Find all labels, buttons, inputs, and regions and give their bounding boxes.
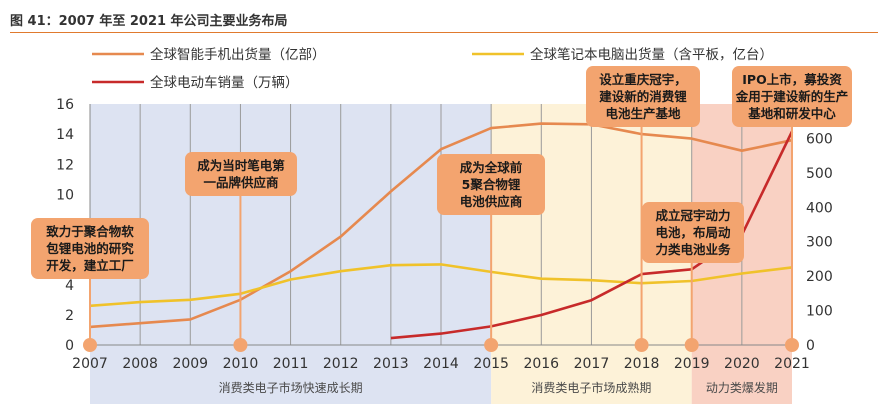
x-tick-2013: 2013 [373,356,409,372]
milestone-markers [83,338,799,352]
y-left-tick-4: 4 [65,278,74,294]
milestone-text-2: 成为全球前 5聚合物锂电池供应商 [460,160,523,209]
y-left-tick-16: 16 [56,97,74,113]
period-labels: 消费类电子市场快速成长期 消费类电子市场成熟期 动力类爆发期 [219,380,778,395]
milestone-box-5 [732,66,852,127]
series-line-0 [89,122,793,329]
milestone-box-2 [437,154,545,215]
milestone-dot-5 [785,338,799,352]
x-tick-2012: 2012 [323,356,359,372]
milestone-dot-1 [233,338,248,352]
period-label-2: 动力类爆发期 [706,380,778,395]
legend-label-1: 全球笔记本电脑出货量（含平板，亿台） [530,46,773,63]
milestone-box-0 [31,218,149,279]
y-left-tick-14: 14 [56,127,74,143]
milestone-callouts: 致力于聚合物软包锂电池的研究开发，建立工厂 成为当时笔电第一品牌供应商 成为全球前 5… [31,66,852,339]
y-right-tick-300: 300 [806,235,833,251]
milestone-dot-4 [684,338,699,352]
milestone-text-3: 设立重庆冠宇，建设新的消费锂电池生产基地 [599,72,687,121]
milestone-box-3 [586,66,700,127]
milestone-text-0: 致力于聚合物软包锂电池的研究开发，建立工厂 [45,224,134,273]
y-left-tick-0: 0 [65,338,74,354]
milestone-box-1 [185,152,297,196]
y-right-tick-500: 500 [806,166,833,182]
x-tick-2021: 2021 [774,356,810,372]
milestone-dot-3 [634,338,649,352]
y-right-tick-400: 400 [806,200,833,216]
y-left-tick-10: 10 [56,187,74,203]
milestone-text-1: 成为当时笔电第一品牌供应商 [197,158,285,190]
milestone-text-4: 成立冠宇动力电池，布局动力类电池业务 [655,208,731,257]
milestone-dot-0 [83,338,97,352]
legend-label-0: 全球智能手机出货量（亿部） [150,46,326,63]
x-tick-2014: 2014 [423,356,459,372]
x-tick-2019: 2019 [674,356,710,372]
x-tick-2011: 2011 [273,356,309,372]
y-right-tick-100: 100 [806,304,833,320]
x-tick-2018: 2018 [624,356,660,372]
y-right-tick-600: 600 [806,131,833,147]
legend-label-2: 全球电动车销量（万辆） [150,74,299,91]
x-tick-2017: 2017 [574,356,610,372]
x-tick-2009: 2009 [172,356,208,372]
figure-title: 图 41：2007 年至 2021 年公司主要业务布局 [10,14,288,29]
x-tick-2016: 2016 [523,356,559,372]
milestone-text-5: IPO上市，募投资金用于建设新的生产基地和研发中心 [735,72,849,121]
figure-header: 图 41：2007 年至 2021 年公司主要业务布局 [10,8,878,33]
y-left-tick-2: 2 [65,308,74,324]
y-right-tick-0: 0 [806,338,815,354]
period-label-0: 消费类电子市场快速成长期 [219,380,363,395]
y-left-tick-12: 12 [56,157,74,173]
x-tick-2015: 2015 [473,356,509,372]
milestone-box-4 [642,202,744,263]
x-tick-2020: 2020 [724,356,760,372]
series-line-1 [89,263,793,308]
milestone-dot-2 [484,338,499,352]
x-tick-2010: 2010 [223,356,259,372]
x-tick-2008: 2008 [122,356,158,372]
legend: 全球智能手机出货量（亿部） 全球笔记本电脑出货量（含平板，亿台） 全球电动车销量（万… [92,46,773,91]
period-label-1: 消费类电子市场成熟期 [531,380,651,395]
y-right-tick-200: 200 [806,269,833,285]
x-tick-2007: 2007 [72,356,108,372]
